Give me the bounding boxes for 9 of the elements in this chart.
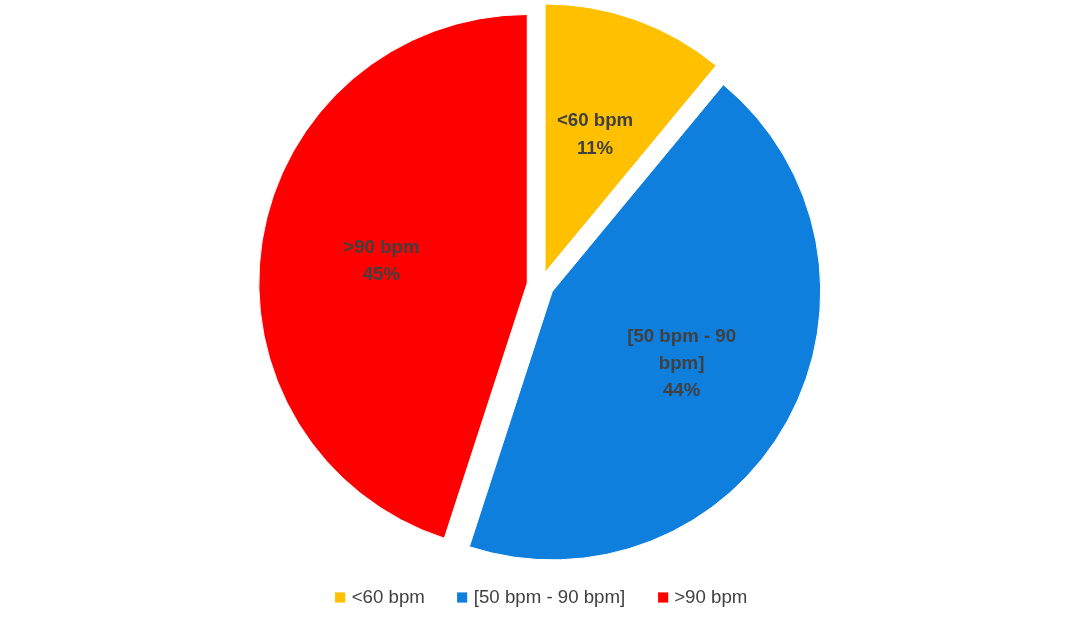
data-label: 44% <box>662 379 701 401</box>
legend-label: >90 bpm <box>674 586 748 608</box>
slice-label: <60 bpm <box>556 109 634 131</box>
slice-label: >90 bpm <box>343 235 420 257</box>
slice-label: [50 bpm - 90 bpm] <box>627 324 737 374</box>
legend-label: [50 bpm - 90 bpm] <box>473 586 626 608</box>
data-label: 11% <box>576 136 614 158</box>
data-label: 45% <box>362 262 401 284</box>
legend-label: <60 bpm <box>351 586 425 608</box>
